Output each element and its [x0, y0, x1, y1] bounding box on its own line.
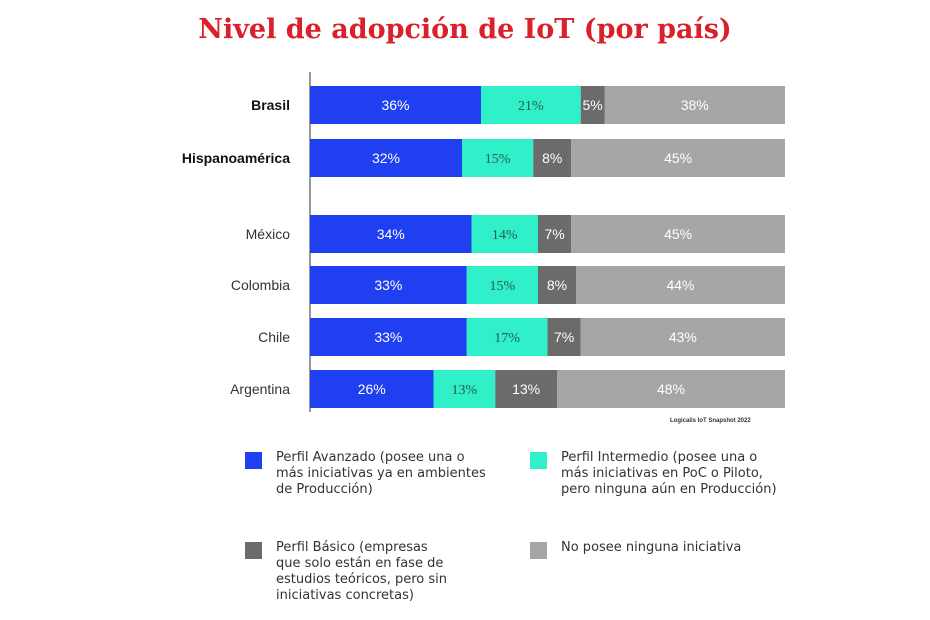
- category-label-4: Chile: [258, 329, 290, 345]
- bar-intermedio-1: [462, 139, 534, 177]
- bar-basico-5: [495, 370, 557, 408]
- data-label-basico-1: 8%: [542, 150, 562, 166]
- bar-basico-4: [547, 318, 581, 356]
- data-label-basico-2: 7%: [545, 226, 565, 242]
- data-label-ninguna-4: 43%: [669, 329, 697, 345]
- data-label-basico-4: 7%: [554, 329, 574, 345]
- legend-swatch-intermedio: [530, 452, 547, 469]
- chart-title: Nivel de adopción de IoT (por país): [198, 14, 732, 45]
- legend-item-intermedio: Perfil Intermedio (posee una o más inici…: [530, 450, 777, 498]
- bar-intermedio-3: [466, 266, 538, 304]
- legend-swatch-avanzado: [245, 452, 262, 469]
- data-label-ninguna-3: 44%: [666, 277, 694, 293]
- legend-label-avanzado: Perfil Avanzado (posee una o más iniciat…: [276, 450, 486, 497]
- bar-intermedio-2: [471, 215, 538, 253]
- data-label-avanzado-3: 33%: [374, 277, 402, 293]
- legend-label-ninguna: No posee ninguna iniciativa: [561, 540, 742, 555]
- category-label-3: Colombia: [231, 277, 290, 293]
- bar-avanzado-5: [310, 370, 434, 408]
- data-label-ninguna-0: 38%: [681, 97, 709, 113]
- bar-intermedio-4: [466, 318, 548, 356]
- source-note: Logicalis IoT Snapshot 2022: [670, 418, 751, 424]
- bar-avanzado-1: [310, 139, 462, 177]
- data-label-ninguna-1: 45%: [664, 150, 692, 166]
- bar-basico-0: [580, 86, 605, 124]
- bar-avanzado-4: [310, 318, 467, 356]
- bar-ninguna-0: [604, 86, 785, 124]
- data-label-intermedio-3: 15%: [490, 279, 516, 294]
- bar-intermedio-0: [481, 86, 581, 124]
- bar-avanzado-0: [310, 86, 481, 124]
- data-label-avanzado-5: 26%: [358, 381, 386, 397]
- data-label-intermedio-5: 13%: [452, 383, 478, 398]
- legend-swatch-ninguna: [530, 542, 547, 559]
- data-label-intermedio-0: 21%: [518, 99, 544, 114]
- bar-ninguna-3: [576, 266, 785, 304]
- stacked-bar-chart: Brasil 36% 21% 5% 38% Hispanoamérica 32% 15% 8% 4…: [182, 72, 785, 412]
- legend-label-basico: Perfil Básico (empresas que solo están e…: [276, 540, 447, 603]
- legend-label-intermedio: Perfil Intermedio (posee una o más inici…: [561, 450, 777, 497]
- data-label-intermedio-2: 14%: [492, 228, 518, 243]
- data-label-avanzado-2: 34%: [377, 226, 405, 242]
- legend-swatch-basico: [245, 542, 262, 559]
- data-label-basico-3: 8%: [547, 277, 567, 293]
- bar-basico-3: [538, 266, 576, 304]
- bar-intermedio-5: [433, 370, 496, 408]
- bar-ninguna-2: [571, 215, 785, 253]
- data-label-ninguna-5: 48%: [657, 381, 685, 397]
- bar-ninguna-1: [571, 139, 785, 177]
- category-label-2: México: [246, 226, 291, 242]
- data-label-basico-0: 5%: [583, 97, 603, 113]
- legend-item-basico: Perfil Básico (empresas que solo están e…: [245, 540, 447, 604]
- bar-basico-1: [533, 139, 572, 177]
- data-label-intermedio-1: 15%: [485, 152, 511, 167]
- data-label-avanzado-1: 32%: [372, 150, 400, 166]
- data-label-basico-5: 13%: [512, 381, 540, 397]
- category-label-1: Hispanoamérica: [182, 150, 290, 166]
- legend-item-avanzado: Perfil Avanzado (posee una o más iniciat…: [245, 450, 486, 498]
- category-label-0: Brasil: [251, 97, 290, 113]
- bar-avanzado-3: [310, 266, 467, 304]
- bar-basico-2: [538, 215, 572, 253]
- data-label-avanzado-0: 36%: [381, 97, 409, 113]
- bar-avanzado-2: [310, 215, 472, 253]
- bar-ninguna-4: [580, 318, 785, 356]
- data-label-ninguna-2: 45%: [664, 226, 692, 242]
- category-label-5: Argentina: [230, 381, 290, 397]
- data-label-avanzado-4: 33%: [374, 329, 402, 345]
- bar-ninguna-5: [557, 370, 785, 408]
- data-label-intermedio-4: 17%: [494, 331, 520, 346]
- legend-item-ninguna: No posee ninguna iniciativa: [530, 540, 741, 559]
